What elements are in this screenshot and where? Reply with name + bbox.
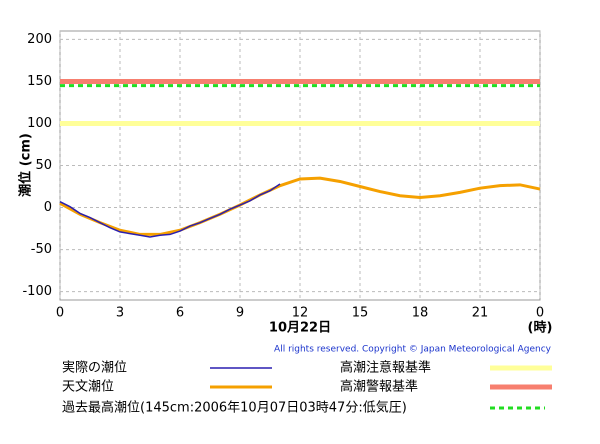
legend-label: 高潮注意報基準 xyxy=(340,360,431,376)
x-tick-label: 0 xyxy=(536,306,544,321)
y-tick-label: 100 xyxy=(27,116,52,131)
y-tick-label: 150 xyxy=(27,74,52,89)
legend-label: 過去最高潮位(145cm:2006年10月07日03時47分:低気圧) xyxy=(62,400,407,416)
copyright: All rights reserved. Copyright © Japan M… xyxy=(274,345,552,355)
y-tick-label: -50 xyxy=(31,242,52,257)
line-series xyxy=(59,176,541,236)
x-tick-label: 15 xyxy=(352,306,369,321)
x-tick-label: 12 xyxy=(292,306,309,321)
y-tick-label: 200 xyxy=(27,32,52,47)
x-tick-label: 18 xyxy=(412,306,429,321)
legend-label: 天文潮位 xyxy=(62,380,114,395)
legend-label: 実際の潮位 xyxy=(62,360,127,376)
x-tick-label: 9 xyxy=(236,306,244,321)
y-tick-label: 0 xyxy=(44,200,52,215)
y-tick-label: -100 xyxy=(22,284,52,299)
y-tick-label: 50 xyxy=(35,158,52,173)
x-tick-label: 6 xyxy=(176,306,184,321)
x-tick-label: 3 xyxy=(116,306,124,321)
x-unit-label: (時) xyxy=(528,320,553,336)
legend-label: 高潮警報基準 xyxy=(340,379,418,395)
line-series xyxy=(59,183,281,238)
x-tick-label: 0 xyxy=(56,306,64,321)
x-axis-label: 10月22日 xyxy=(269,321,331,336)
y-axis-label: 潮位 (cm) xyxy=(18,133,34,197)
x-tick-label: 21 xyxy=(472,306,489,321)
